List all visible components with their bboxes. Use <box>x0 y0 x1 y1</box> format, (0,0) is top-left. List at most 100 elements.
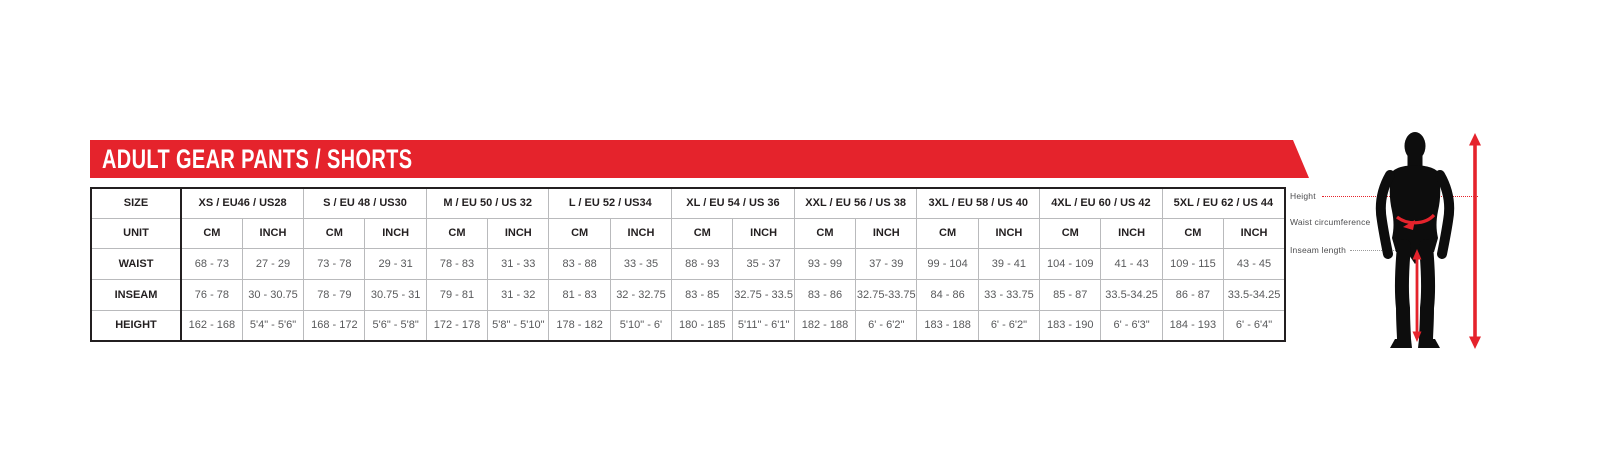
unit-cell: INCH <box>487 217 550 249</box>
size-header: 5XL / EU 62 / US 44 <box>1161 187 1286 219</box>
unit-cell: CM <box>671 217 734 249</box>
waist-inch: 37 - 39 <box>855 247 918 280</box>
unit-cell: CM <box>1039 217 1102 249</box>
person-silhouette-icon <box>1375 132 1455 348</box>
row-label-height: HEIGHT <box>90 309 182 342</box>
height-cm: 183 - 190 <box>1039 309 1102 342</box>
waist-cm: 93 - 99 <box>793 247 857 280</box>
inseam-cm: 86 - 87 <box>1161 278 1225 311</box>
unit-cell: CM <box>916 217 979 249</box>
figure-inseam-label: Inseam length <box>1290 245 1346 255</box>
height-inch: 6' - 6'3" <box>1100 309 1163 342</box>
unit-label: UNIT <box>90 217 182 249</box>
inseam-inch: 33.5-34.25 <box>1223 278 1286 311</box>
unit-cell: CM <box>793 217 857 249</box>
waist-row: WAIST 68 - 73 27 - 29 73 - 78 29 - 31 78 -… <box>90 247 1286 280</box>
height-inch: 6' - 6'2" <box>977 309 1041 342</box>
unit-cell: CM <box>548 217 611 249</box>
inseam-dotted-line <box>1350 250 1410 251</box>
height-cm: 180 - 185 <box>671 309 734 342</box>
height-inch: 6' - 6'2" <box>855 309 918 342</box>
size-table: SIZE XS / EU46 / US28 S / EU 48 / US30 M… <box>90 187 1286 342</box>
inseam-cm: 81 - 83 <box>548 278 611 311</box>
waist-inch: 31 - 33 <box>487 247 550 280</box>
unit-cell: CM <box>425 217 489 249</box>
size-header: M / EU 50 / US 32 <box>425 187 550 219</box>
row-label-inseam: INSEAM <box>90 278 182 311</box>
page-title: ADULT GEAR PANTS / SHORTS <box>102 144 413 174</box>
waist-inch: 33 - 35 <box>609 247 673 280</box>
inseam-row: INSEAM 76 - 78 30 - 30.75 78 - 79 30.75 - … <box>90 278 1286 311</box>
height-cm: 182 - 188 <box>793 309 857 342</box>
corner-label: SIZE <box>90 187 182 219</box>
unit-cell: INCH <box>609 217 673 249</box>
waist-inch: 35 - 37 <box>732 247 795 280</box>
waist-inch: 43 - 45 <box>1223 247 1286 280</box>
waist-cm: 73 - 78 <box>303 247 366 280</box>
figure-waist-label: Waist circumference <box>1290 217 1371 227</box>
waist-cm: 88 - 93 <box>671 247 734 280</box>
unit-cell: INCH <box>855 217 918 249</box>
height-inch: 5'6" - 5'8" <box>364 309 427 342</box>
waist-cm: 68 - 73 <box>180 247 243 280</box>
inseam-inch: 31 - 32 <box>487 278 550 311</box>
height-cm: 172 - 178 <box>425 309 489 342</box>
waist-cm: 99 - 104 <box>916 247 979 280</box>
inseam-inch: 30.75 - 31 <box>364 278 427 311</box>
size-header: XS / EU46 / US28 <box>180 187 305 219</box>
figure-height-label: Height <box>1290 191 1316 201</box>
inseam-inch: 32.75-33.75 <box>855 278 918 311</box>
inseam-cm: 78 - 79 <box>303 278 366 311</box>
size-header: 4XL / EU 60 / US 42 <box>1039 187 1163 219</box>
size-header: XL / EU 54 / US 36 <box>671 187 795 219</box>
inseam-inch: 32 - 32.75 <box>609 278 673 311</box>
title-banner: ADULT GEAR PANTS / SHORTS <box>90 140 1309 178</box>
row-label-waist: WAIST <box>90 247 182 280</box>
waist-cm: 83 - 88 <box>548 247 611 280</box>
unit-cell: CM <box>303 217 366 249</box>
unit-cell: INCH <box>1223 217 1286 249</box>
size-header: L / EU 52 / US34 <box>548 187 673 219</box>
inseam-inch: 30 - 30.75 <box>241 278 305 311</box>
height-cm: 178 - 182 <box>548 309 611 342</box>
height-cm: 184 - 193 <box>1161 309 1225 342</box>
inseam-inch: 33.5-34.25 <box>1100 278 1163 311</box>
height-inch: 5'8" - 5'10" <box>487 309 550 342</box>
size-header: S / EU 48 / US30 <box>303 187 427 219</box>
inseam-cm: 83 - 86 <box>793 278 857 311</box>
inseam-cm: 79 - 81 <box>425 278 489 311</box>
inseam-cm: 83 - 85 <box>671 278 734 311</box>
height-cm: 168 - 172 <box>303 309 366 342</box>
waist-inch: 29 - 31 <box>364 247 427 280</box>
waist-cm: 109 - 115 <box>1161 247 1225 280</box>
unit-row: UNIT CM INCH CM INCH CM INCH CM INCH CM INCH … <box>90 217 1286 249</box>
height-cm: 162 - 168 <box>180 309 243 342</box>
waist-arc-icon <box>1396 213 1436 230</box>
inseam-arrow-icon <box>1412 249 1422 342</box>
size-header-row: SIZE XS / EU46 / US28 S / EU 48 / US30 M… <box>90 187 1286 219</box>
waist-inch: 41 - 43 <box>1100 247 1163 280</box>
unit-cell: INCH <box>977 217 1041 249</box>
waist-inch: 27 - 29 <box>241 247 305 280</box>
height-row: HEIGHT 162 - 168 5'4" - 5'6" 168 - 172 5'6… <box>90 309 1286 342</box>
unit-cell: INCH <box>1100 217 1163 249</box>
height-inch: 6' - 6'4" <box>1223 309 1286 342</box>
size-header: XXL / EU 56 / US 38 <box>793 187 918 219</box>
height-inch: 5'4" - 5'6" <box>241 309 305 342</box>
unit-cell: CM <box>1161 217 1225 249</box>
waist-cm: 78 - 83 <box>425 247 489 280</box>
height-inch: 5'10" - 6' <box>609 309 673 342</box>
unit-cell: INCH <box>364 217 427 249</box>
unit-cell: CM <box>180 217 243 249</box>
size-header: 3XL / EU 58 / US 40 <box>916 187 1041 219</box>
height-inch: 5'11" - 6'1" <box>732 309 795 342</box>
inseam-cm: 84 - 86 <box>916 278 979 311</box>
waist-inch: 39 - 41 <box>977 247 1041 280</box>
waist-cm: 104 - 109 <box>1039 247 1102 280</box>
inseam-cm: 76 - 78 <box>180 278 243 311</box>
height-cm: 183 - 188 <box>916 309 979 342</box>
inseam-cm: 85 - 87 <box>1039 278 1102 311</box>
inseam-inch: 32.75 - 33.5 <box>732 278 795 311</box>
measurement-figure <box>1375 132 1481 349</box>
